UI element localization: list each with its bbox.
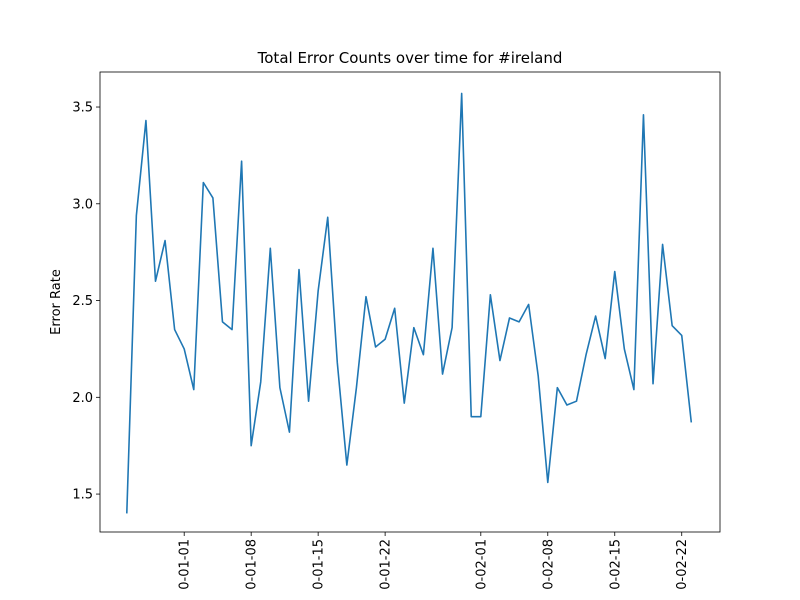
y-tick-label: 3.0 xyxy=(72,197,93,212)
data-line xyxy=(125,92,693,514)
x-tick-label: 0-01-15 xyxy=(312,539,327,590)
x-tick-label: 0-02-22 xyxy=(675,539,690,590)
plot-frame xyxy=(99,71,721,533)
x-tick-label: 0-02-08 xyxy=(541,539,556,590)
y-tick-label: 2.5 xyxy=(72,294,93,309)
y-axis-label: Error Rate xyxy=(49,269,64,335)
x-tick-label: 0-02-01 xyxy=(474,539,489,590)
y-tick-label: 2.0 xyxy=(72,391,93,406)
chart-title: Total Error Counts over time for #irelan… xyxy=(257,49,563,67)
x-tick-label: 0-01-01 xyxy=(178,539,193,590)
x-tick-label: 0-01-08 xyxy=(245,539,260,590)
y-tick-label: 1.5 xyxy=(72,488,93,503)
x-tick-label: 0-01-22 xyxy=(379,539,394,590)
y-tick-label: 3.5 xyxy=(72,101,93,116)
x-tick-label: 0-02-15 xyxy=(608,539,623,590)
